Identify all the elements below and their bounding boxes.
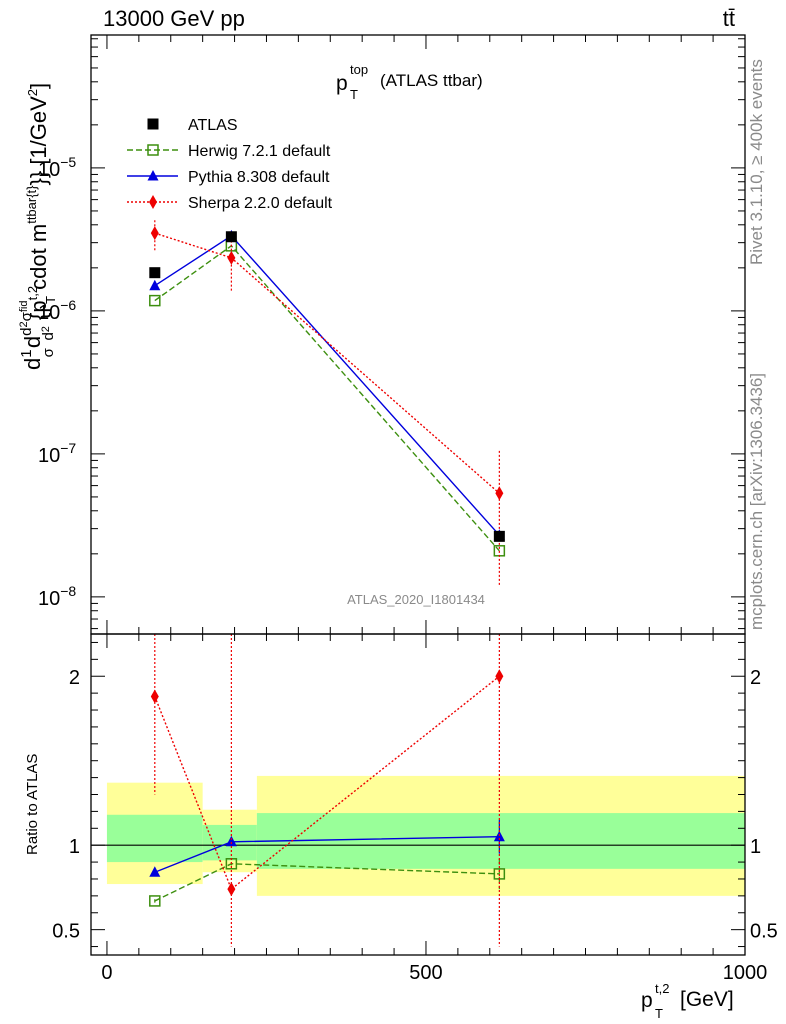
main-sherpa-line bbox=[154, 232, 500, 494]
main-atlas-point-0 bbox=[149, 267, 161, 279]
ratio-sherpa-point-2 bbox=[495, 669, 504, 684]
legend-sherpa-label: Sherpa 2.2.0 default bbox=[188, 195, 333, 212]
x-tick-label-0: 0 bbox=[101, 962, 112, 984]
svg-text:t,2: t,2 bbox=[655, 981, 669, 996]
main-title: p top T (ATLAS ttbar) bbox=[336, 62, 483, 102]
axes: 0 500 1000 10−8 10−7 10−6 10−5 0.5 0.5 1 1 2 2 bbox=[38, 34, 778, 984]
legend-herwig-label: Herwig 7.2.1 default bbox=[188, 143, 331, 160]
process-label: tt̄ bbox=[723, 6, 735, 31]
svg-text:p: p bbox=[641, 989, 653, 1012]
ratio-sherpa-point-1 bbox=[227, 882, 236, 897]
main-sherpa-point-1 bbox=[227, 250, 236, 265]
mcplots-label: mcplots.cern.ch [arXiv:1306.3436] bbox=[747, 373, 766, 630]
main-atlas-point-2 bbox=[493, 530, 505, 542]
main-ytick-label-2: 10−6 bbox=[38, 297, 76, 324]
x-tick-label-500: 500 bbox=[409, 962, 442, 984]
main-ytick-label-0: 10−8 bbox=[38, 583, 76, 610]
main-panel-series bbox=[149, 220, 506, 586]
main-sherpa-point-2 bbox=[495, 486, 504, 501]
legend-pythia-marker bbox=[147, 170, 159, 181]
main-pythia-line bbox=[154, 234, 500, 536]
ratio-ytick-label-right-2: 2 bbox=[750, 667, 761, 689]
ratio-herwig-point-0 bbox=[149, 895, 161, 907]
main-sherpa-point-0 bbox=[150, 226, 159, 241]
analysis-watermark: ATLAS_2020_I1801434 bbox=[347, 592, 485, 607]
ratio-ytick-label-left-0.5: 0.5 bbox=[52, 921, 80, 943]
uncertainty-bands bbox=[91, 775, 745, 896]
ratio-pythia-point-1 bbox=[225, 835, 237, 847]
svg-text:top: top bbox=[350, 62, 368, 77]
main-pythia-point-0 bbox=[149, 279, 161, 291]
main-ytick-label-1: 10−7 bbox=[38, 440, 76, 467]
main-y-axis-label: d1 σdd2σfidd2 {pt,2 T cdot mttbar{t}}} [1/… bbox=[18, 83, 58, 370]
legend-herwig-marker bbox=[147, 144, 159, 156]
legend: ATLAS Herwig 7.2.1 default Pythia 8.308 de… bbox=[127, 117, 333, 212]
svg-text:T: T bbox=[350, 87, 358, 102]
ratio-ytick-label-left-1: 1 bbox=[69, 836, 80, 858]
main-atlas-point-1 bbox=[225, 231, 237, 243]
svg-text:[GeV]: [GeV] bbox=[680, 988, 734, 1011]
ratio-ytick-label-right-0.5: 0.5 bbox=[750, 921, 778, 943]
rivet-label: Rivet 3.1.10, ≥ 400k events bbox=[747, 59, 766, 265]
energy-label: 13000 GeV pp bbox=[103, 6, 245, 31]
legend-atlas-label: ATLAS bbox=[188, 117, 238, 134]
legend-sherpa-marker bbox=[149, 195, 157, 209]
x-axis-label: p t,2 T [GeV] bbox=[641, 981, 734, 1021]
ratio-pythia-point-0 bbox=[149, 866, 161, 877]
ratio-panel-series bbox=[149, 634, 506, 947]
green-band-0 bbox=[106, 814, 203, 863]
main-ytick-label-3: 10−5 bbox=[38, 154, 76, 181]
ratio-ytick-label-left-2: 2 bbox=[69, 667, 80, 689]
ratio-y-axis-label: Ratio to ATLAS bbox=[24, 754, 41, 855]
ratio-ytick-label-right-1: 1 bbox=[750, 836, 761, 858]
main-herwig-line bbox=[154, 244, 500, 552]
legend-atlas-marker bbox=[147, 118, 159, 130]
svg-text:(ATLAS ttbar): (ATLAS ttbar) bbox=[380, 71, 483, 90]
x-tick-label-1000: 1000 bbox=[723, 962, 768, 984]
legend-pythia-label: Pythia 8.308 default bbox=[188, 169, 330, 186]
svg-text:T: T bbox=[655, 1006, 663, 1021]
ratio-sherpa-line bbox=[154, 675, 500, 891]
main-herwig-point-0 bbox=[149, 294, 161, 307]
svg-text:p: p bbox=[336, 72, 348, 95]
ratio-sherpa-point-0 bbox=[150, 689, 159, 704]
